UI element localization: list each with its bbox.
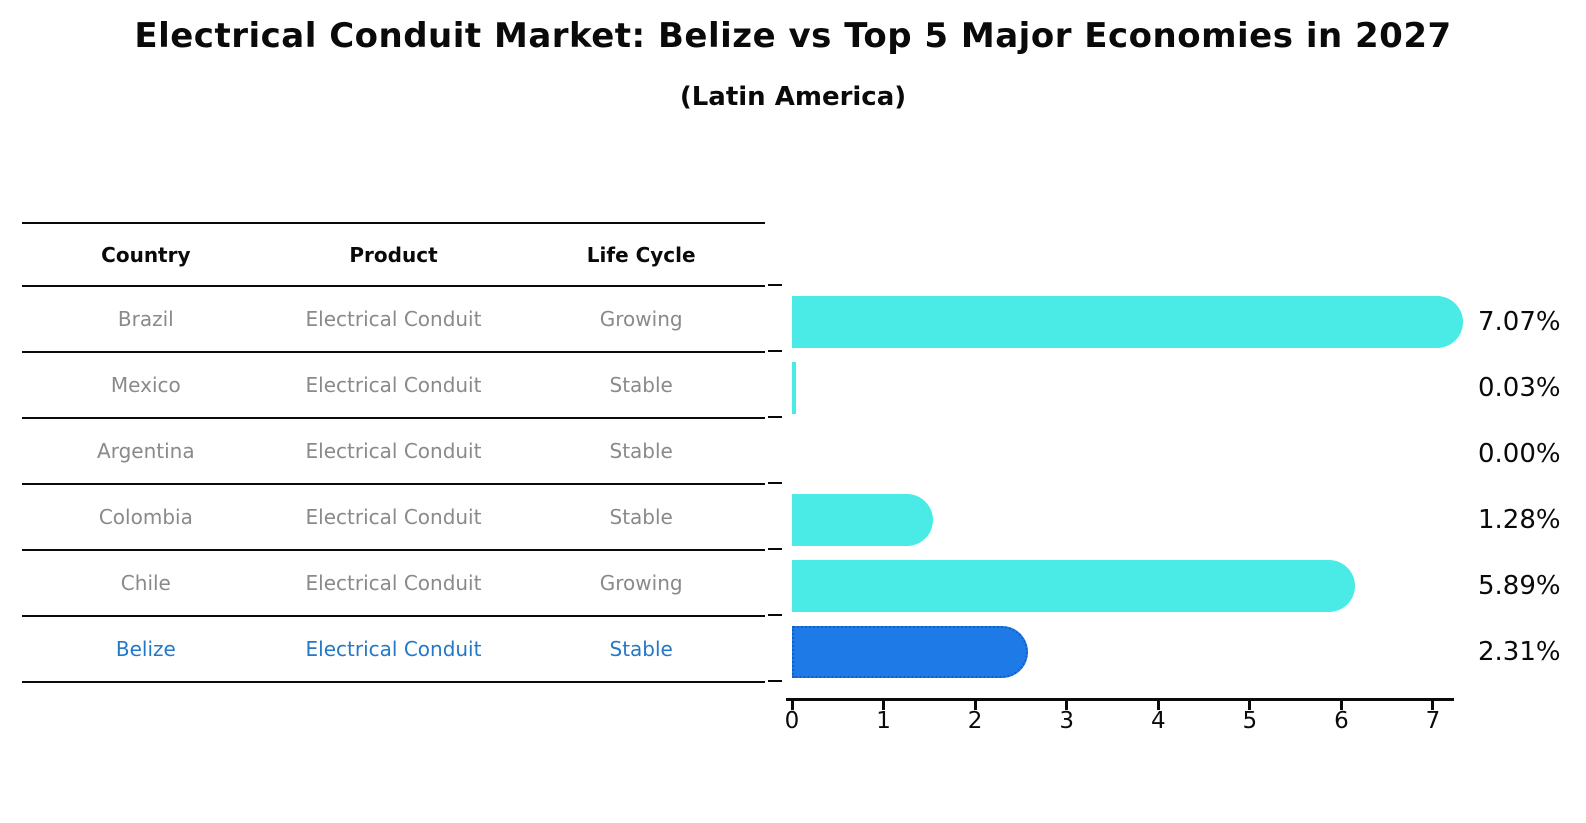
bar-chile [792,560,1356,612]
cell-product: Electrical Conduit [305,307,482,331]
cell-life-cycle: Growing [599,307,683,331]
x-tick-mark [882,701,886,710]
y-tick-mark [768,350,782,352]
value-label-chile: 5.89% [1478,571,1561,601]
y-tick-mark [768,416,782,418]
x-tick-label: 4 [1150,708,1166,734]
cell-product: Electrical Conduit [305,571,482,595]
cell-product: Electrical Conduit [305,505,482,529]
y-tick-mark [768,614,782,616]
column-header-life-cycle: Life Cycle [586,242,696,267]
x-tick-label: 7 [1425,708,1441,734]
cell-life-cycle: Stable [609,439,673,463]
cell-life-cycle: Stable [609,505,673,529]
table-row-colombia: Colombia Electrical Conduit Stable [22,483,765,549]
value-label-belize: 2.31% [1478,637,1561,667]
bar-brazil [792,296,1464,348]
cell-product: Electrical Conduit [305,439,482,463]
x-tick-mark [1431,701,1435,710]
cell-country: Chile [120,571,171,595]
cell-product: Electrical Conduit [305,373,482,397]
cell-country: Brazil [117,307,174,331]
value-label-colombia: 1.28% [1478,505,1561,535]
chart-title: Electrical Conduit Market: Belize vs Top… [134,16,1452,56]
x-tick-mark [1339,701,1343,710]
x-tick-label: 3 [1059,708,1075,734]
y-tick-mark [768,680,782,682]
x-axis-line [786,698,1454,701]
x-tick-label: 6 [1334,708,1349,734]
column-header-country: Country [101,242,191,267]
cell-life-cycle: Stable [609,637,673,661]
bar-colombia [792,494,934,546]
x-tick-mark [1156,701,1160,710]
y-tick-mark [768,482,782,484]
bar-mexico [792,362,796,414]
table-row-brazil: Brazil Electrical Conduit Growing [22,285,765,351]
bar-belize [792,626,1028,678]
x-tick-mark [790,701,794,710]
chart-subtitle: (Latin America) [679,82,907,112]
value-label-argentina: 0.00% [1478,439,1561,469]
cell-country: Colombia [98,505,193,529]
value-label-brazil: 7.07% [1478,307,1561,337]
value-label-mexico: 0.03% [1478,373,1561,403]
cell-country: Belize [115,637,176,661]
x-tick-mark [1065,701,1069,710]
cell-life-cycle: Stable [609,373,673,397]
x-tick-label: 2 [967,708,983,734]
table-row-chile: Chile Electrical Conduit Growing [22,549,765,615]
x-tick-mark [973,701,977,710]
x-tick-mark [1248,701,1252,710]
table-row-belize: Belize Electrical Conduit Stable [22,615,765,681]
cell-life-cycle: Growing [599,571,683,595]
table-header-row: Country Product Life Cycle [22,222,765,285]
y-tick-mark [768,284,782,286]
column-header-product: Product [349,242,438,267]
x-tick-label: 5 [1242,708,1258,734]
table-row-mexico: Mexico Electrical Conduit Stable [22,351,765,417]
cell-country: Mexico [110,373,181,397]
country-table: Country Product Life Cycle Brazil Electr… [22,222,765,683]
table-row-argentina: Argentina Electrical Conduit Stable [22,417,765,483]
cell-country: Argentina [97,439,195,463]
cell-product: Electrical Conduit [305,637,482,661]
x-tick-label: 0 [784,708,800,734]
x-tick-label: 1 [876,708,891,734]
y-tick-mark [768,548,782,550]
